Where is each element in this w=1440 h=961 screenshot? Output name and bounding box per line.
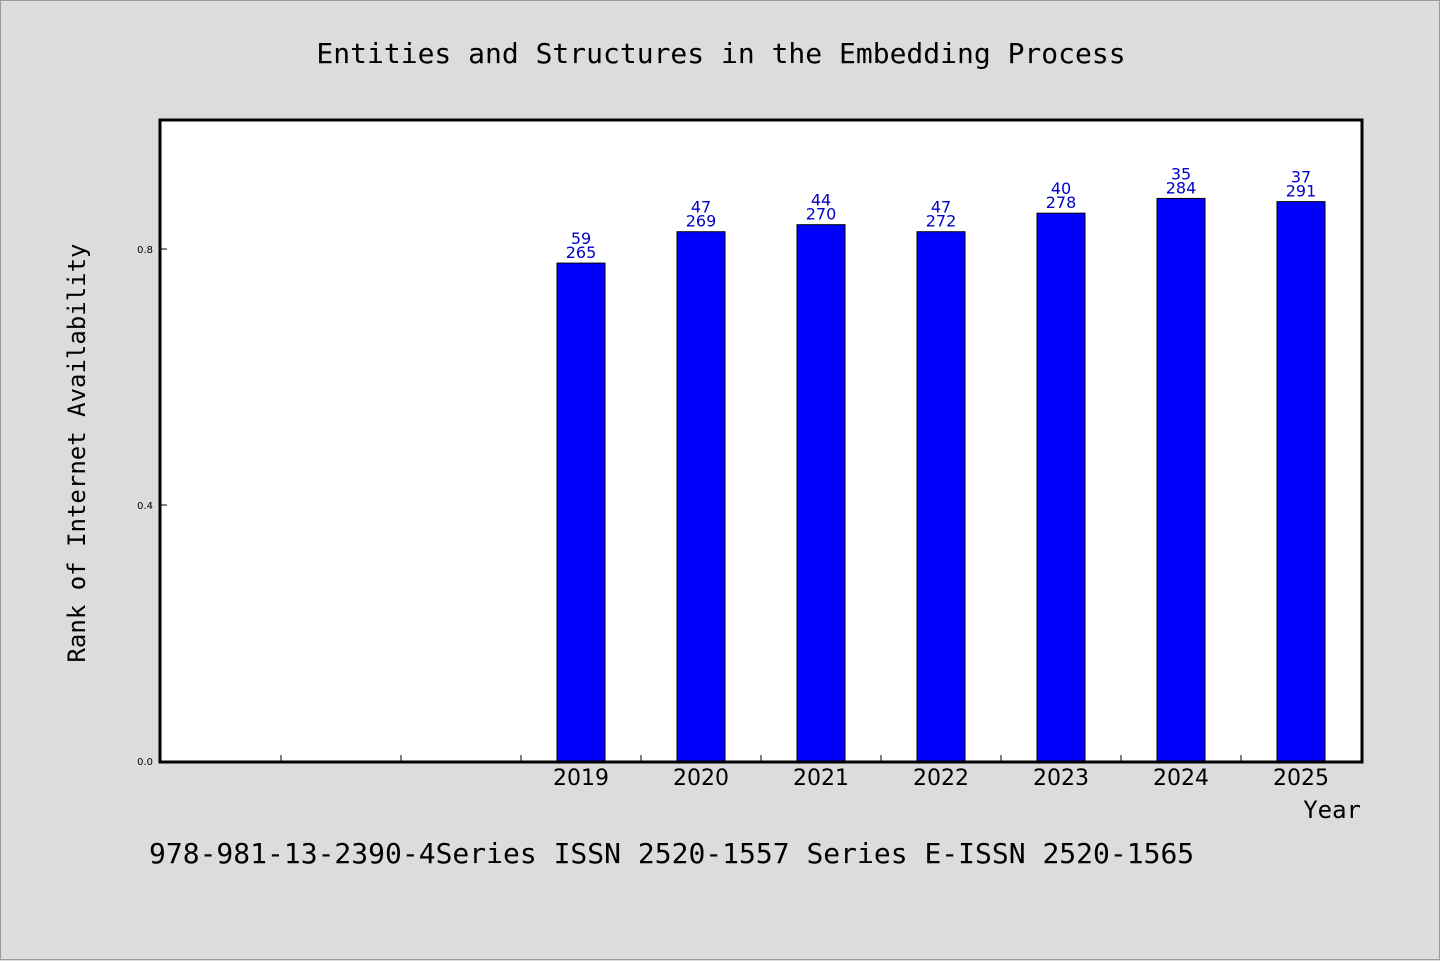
data-label-top: 47 [931, 198, 951, 217]
data-label-top: 47 [691, 198, 711, 217]
x-axis-label: Year [1303, 796, 1361, 824]
bar [676, 231, 726, 762]
data-label-top: 37 [1291, 168, 1311, 187]
x-tick-label: 2024 [1153, 766, 1209, 791]
bars [556, 197, 1326, 762]
y-tick-label: 0.0 [137, 757, 153, 768]
bar [1276, 201, 1326, 762]
data-label-top: 59 [571, 229, 591, 248]
x-tick-label: 2019 [553, 766, 609, 791]
data-label-bottom: 291 [1286, 182, 1317, 201]
data-label-top: 40 [1051, 179, 1071, 198]
data-label-bottom: 284 [1166, 178, 1197, 197]
data-label-top: 35 [1171, 164, 1191, 183]
x-tick-label: 2025 [1273, 766, 1329, 791]
bar [1156, 197, 1206, 762]
bar [556, 262, 606, 762]
data-label-bottom: 278 [1046, 193, 1077, 212]
bar [1036, 212, 1086, 762]
x-tick-label: 2023 [1033, 766, 1089, 791]
y-axis: 0.0 0.4 0.8 [137, 245, 167, 768]
bar [916, 231, 966, 762]
x-tick-label: 2020 [673, 766, 729, 791]
data-label-bottom: 272 [926, 212, 957, 231]
data-label-top: 44 [811, 191, 831, 210]
x-tick-label: 2021 [793, 766, 849, 791]
x-tick-label: 2022 [913, 766, 969, 791]
data-label-bottom: 265 [566, 243, 597, 262]
y-axis-label: Rank of Internet Availability [63, 243, 91, 662]
bar [796, 224, 846, 762]
chart-title: Entities and Structures in the Embedding… [316, 37, 1125, 70]
y-tick-label: 0.8 [137, 245, 153, 256]
x-axis: 2019 2020 2021 2022 2023 2024 2025 [280, 755, 1329, 791]
y-tick-label: 0.4 [137, 501, 153, 512]
data-label-bottom: 270 [806, 205, 837, 224]
footer-text: 978-981-13-2390-4Series ISSN 2520-1557 S… [149, 837, 1194, 870]
data-label-bottom: 269 [686, 212, 717, 231]
